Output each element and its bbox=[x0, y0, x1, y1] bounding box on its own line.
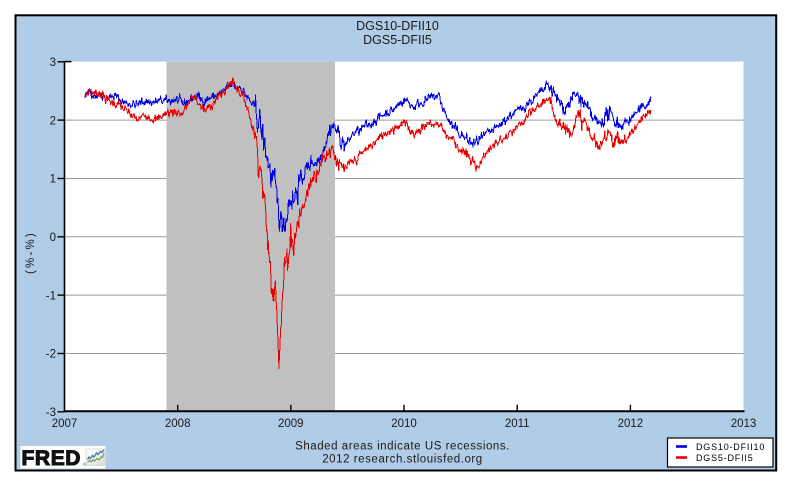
svg-text:2010: 2010 bbox=[391, 418, 417, 430]
svg-text:DGS10-DFII10: DGS10-DFII10 bbox=[696, 442, 765, 452]
svg-text:1: 1 bbox=[50, 174, 56, 186]
svg-text:3: 3 bbox=[50, 57, 56, 69]
svg-text:-3: -3 bbox=[46, 407, 56, 419]
svg-text:-1: -1 bbox=[46, 290, 56, 302]
svg-text:DGS10-DFII10: DGS10-DFII10 bbox=[356, 19, 439, 33]
svg-text:DGS5-DFII5: DGS5-DFII5 bbox=[363, 33, 432, 47]
svg-text:2008: 2008 bbox=[165, 418, 191, 430]
svg-text:2012: 2012 bbox=[618, 418, 644, 430]
svg-text:2012 research.stlouisfed.org: 2012 research.stlouisfed.org bbox=[322, 454, 483, 466]
svg-text:DGS5-DFII5: DGS5-DFII5 bbox=[696, 453, 754, 463]
svg-text:(%-%): (%-%) bbox=[25, 231, 37, 274]
svg-text:0: 0 bbox=[50, 232, 56, 244]
svg-text:2009: 2009 bbox=[278, 418, 304, 430]
svg-text:Shaded areas indicate US reces: Shaded areas indicate US recessions. bbox=[295, 441, 510, 453]
svg-text:FRED: FRED bbox=[22, 447, 82, 470]
svg-text:2: 2 bbox=[50, 115, 56, 127]
svg-text:2013: 2013 bbox=[731, 418, 757, 430]
svg-text:2007: 2007 bbox=[52, 418, 78, 430]
svg-text:2011: 2011 bbox=[505, 418, 530, 430]
svg-text:-2: -2 bbox=[46, 349, 56, 361]
